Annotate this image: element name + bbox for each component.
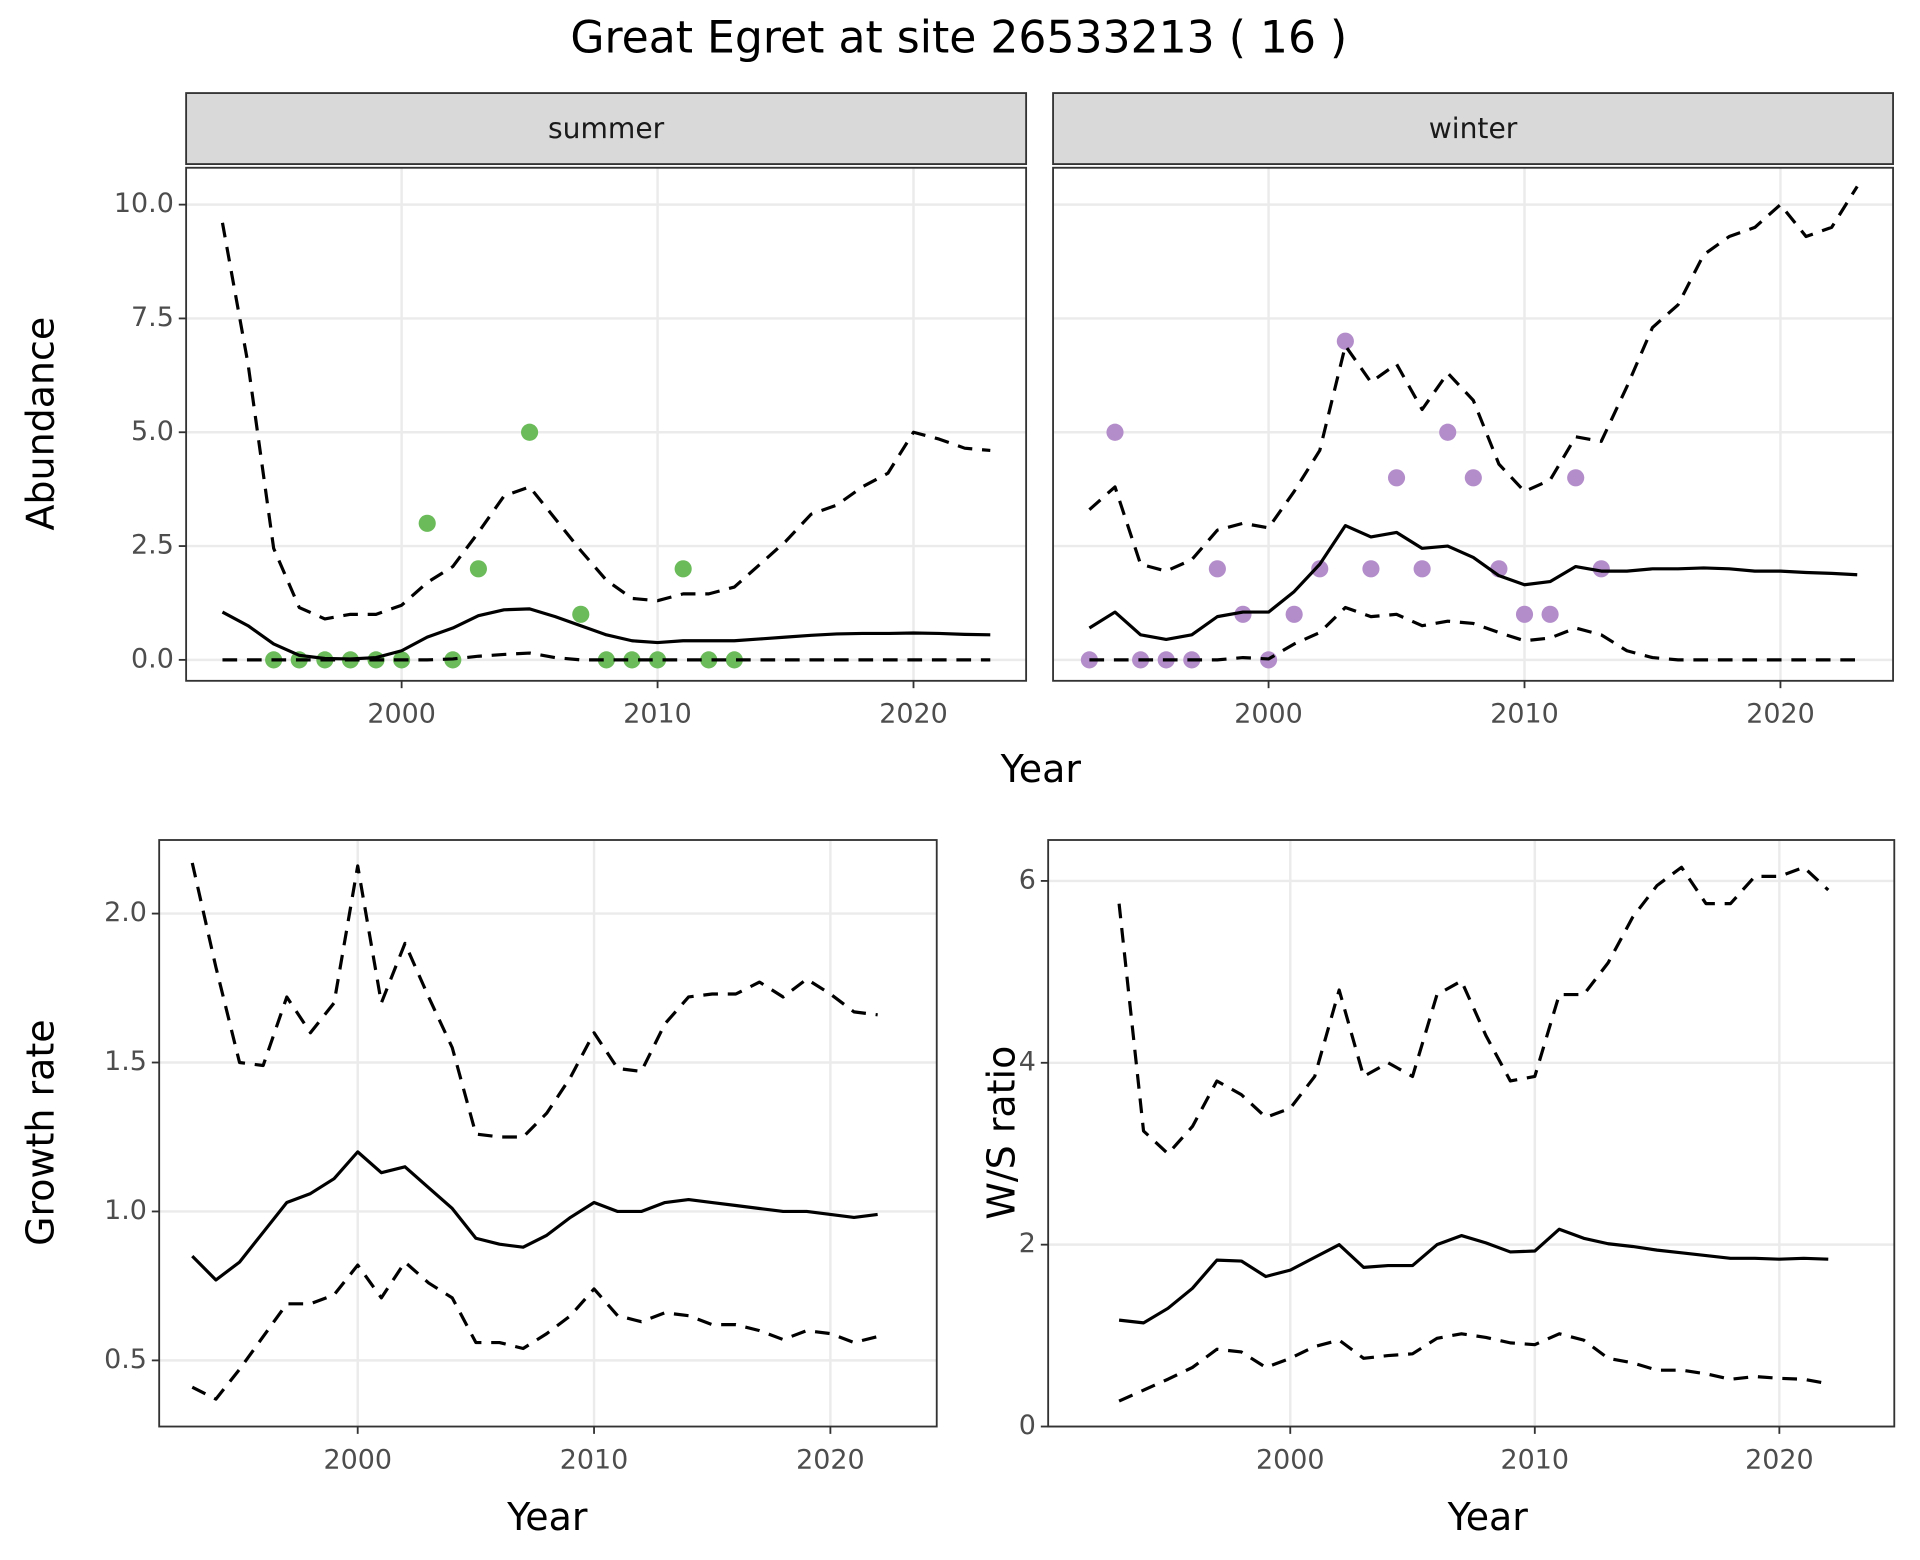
data-point [700,651,718,669]
y-tick-label: 2.0 [104,897,147,928]
panel-background [159,840,937,1427]
panel: 0 2 4 6 2000 2010 2020 W/S ratio Year [980,839,1896,1539]
panel-background [186,167,1027,681]
x-tick-label: 2020 [1746,699,1815,730]
panel: 0.0 2.5 5.0 7.5 10.0 2000 2010 2020 summer Abunda… [18,92,1082,791]
panel-border [1052,166,1894,682]
y-tick-label: 4 [1019,1046,1036,1077]
x-axis-title: Year [1447,1495,1529,1539]
y-tick-label: 6 [1019,864,1036,895]
data-point [1234,605,1252,623]
y-tick-label: 7.5 [131,302,174,333]
x-tick-label: 2000 [367,699,436,730]
data-point [469,560,487,578]
data-point [648,651,667,669]
y-tick-label: 5.0 [131,416,174,447]
data-point [1464,469,1482,487]
data-point [1541,605,1559,623]
interval-line [220,222,991,621]
facet-strip [1052,92,1894,165]
interval-line [1118,1332,1829,1403]
x-axis-title: Year [1000,747,1082,791]
data-point [1285,605,1303,623]
mean-line [191,1150,878,1282]
x-axis-title: Year [506,1495,588,1539]
y-tick-label: 10.0 [114,188,174,219]
facet-label: winter [1429,112,1518,145]
data-point [521,423,539,441]
panel-border [185,166,1028,682]
x-tick-label: 2020 [796,1444,865,1475]
panel: 2000 2010 2020 winter [1052,92,1894,730]
data-point [1208,560,1226,578]
interval-line [1089,605,1858,662]
x-tick-label: 2000 [323,1444,392,1475]
x-tick-label: 2010 [623,699,692,730]
y-tick-label: 1.0 [104,1195,147,1226]
facet-label: summer [548,112,665,145]
y-axis-title: Abundance [18,317,62,531]
data-point [1439,423,1457,441]
panel: 0.5 1.0 1.5 2.0 2000 2010 2020 Growth rate Year [18,839,938,1539]
y-tick-label: 2 [1019,1228,1036,1259]
data-point [418,514,436,532]
panel-border [1047,839,1896,1428]
panel-border [158,839,938,1428]
figure-title: Great Egret at site 26533213 ( 16 ) [570,12,1347,63]
interval-line [1117,865,1830,1156]
data-point [674,560,692,578]
x-tick-label: 2010 [1490,699,1559,730]
data-point [1413,560,1431,578]
facet-strip [185,92,1028,165]
y-tick-label: 0.0 [131,643,174,674]
y-tick-label: 0 [1019,1410,1036,1441]
panel-background [1048,840,1895,1427]
x-tick-label: 2010 [1501,1444,1570,1475]
y-axis-title: Growth rate [18,1019,62,1245]
x-tick-label: 2020 [1745,1444,1814,1475]
mean-line [1088,523,1858,641]
interval-line [1088,185,1859,573]
y-tick-label: 0.5 [104,1344,147,1375]
data-point [1311,560,1329,578]
x-tick-label: 2010 [560,1444,629,1475]
data-point [572,605,590,623]
data-point [1106,423,1124,441]
data-point [1362,560,1380,578]
y-tick-label: 2.5 [131,530,174,561]
panel-background [1053,167,1894,681]
interval-line [222,651,991,662]
data-point [597,651,615,669]
data-point [1592,560,1610,578]
x-tick-label: 2000 [1256,1444,1325,1475]
data-point [725,651,743,669]
mean-line [1118,1227,1829,1325]
x-tick-label: 2000 [1234,699,1303,730]
data-point [1387,469,1406,487]
data-point [1515,605,1534,623]
y-tick-label: 1.5 [104,1046,147,1077]
x-tick-label: 2020 [879,699,948,730]
data-point [623,651,641,669]
y-axis-title: W/S ratio [980,1046,1024,1220]
data-point [1336,332,1354,350]
data-point [1567,469,1585,487]
interval-line [190,862,878,1139]
